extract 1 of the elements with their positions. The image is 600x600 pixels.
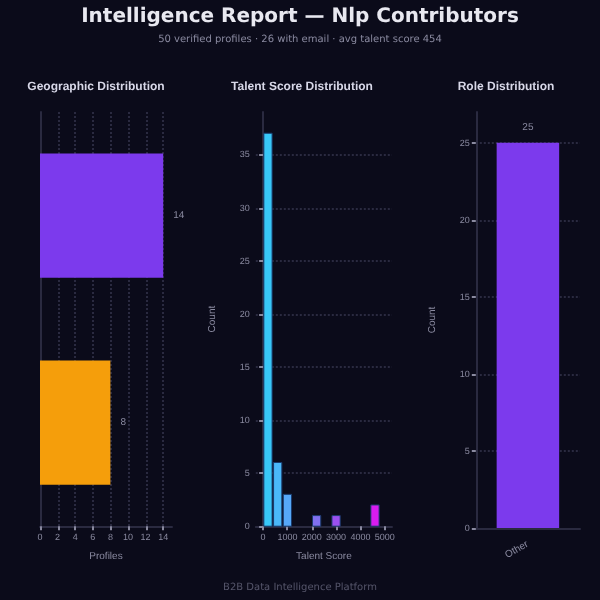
text: Intelligence Report — Nlp Contributors [79, 6, 521, 28]
